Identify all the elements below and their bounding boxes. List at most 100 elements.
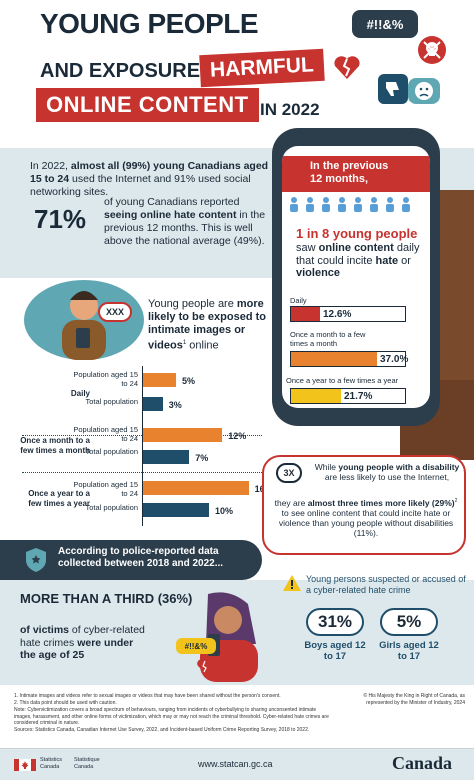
intro-text: In 2022, almost all (99%) young Canadian… [30,160,270,199]
category-label-1: Once a month to a few times a month [20,436,90,455]
series-label-0-1: Population aged 15 to 24 [73,425,138,443]
statcan-fr: Statistique Canada [74,757,100,770]
chart-value-youth-monthly: 12% [228,431,247,441]
phone-bar-value-2: 21.7% [344,391,373,402]
stat-text-bold: seeing online hate content [104,209,237,221]
category-label-0: Daily [70,389,90,398]
series-label-0-2: Population aged 15 to 24 [73,480,138,498]
broken-heart-icon [332,54,362,80]
third-text-pre: of victims [20,624,70,636]
chart-axis [142,366,143,526]
phone-sub-or: or [398,254,411,267]
phone-banner: In the previous 12 months, [282,156,430,192]
disability-text1-pre: While [314,462,339,472]
title-line2: AND EXPOSURE TO [40,60,233,82]
chart-value-total-daily: 3% [168,400,182,410]
xxx-badge: XXX [98,302,132,322]
phone-bar-fill-2 [291,389,341,403]
girls-pct: 5% [380,608,438,636]
thumbs-down-icon [378,74,408,104]
phone-bar-label-2: Once a year to a few times a year [286,376,399,385]
third-text-bold: were under the age of 25 [20,636,134,662]
title-line1: YOUNG PEOPLE [40,8,259,39]
exposure-text-post: online [186,339,219,352]
phone-sub-bold2: hate [375,254,399,267]
chart-bar-youth-monthly [143,428,223,442]
third-title: MORE THAN A THIRD (36%) [20,591,193,606]
phone-bar-fill-1 [291,352,377,366]
third-text: of victims of cyber-related hate crimes … [20,624,150,662]
disability-text1: While young people with a disability are… [312,462,462,482]
people-icons [288,196,424,212]
chart-value-total-yearly: 10% [215,506,234,516]
stat-71: 71% [34,204,87,234]
disability-text2-sup: 2 [454,498,458,504]
footnote-2: 2. This data point should be used with c… [14,700,117,706]
exposure-text-sup: 1 [182,340,187,346]
police-section: MORE THAN A THIRD (36%) of victims of cy… [0,574,474,685]
series-label-1-1: Total population [85,447,138,456]
canada-wordmark: Canada [392,753,453,773]
phone-sub-bold1: online content [318,242,394,254]
phone-sub-pre: saw [296,242,319,254]
phone-bar-2 [290,388,406,404]
series-label-1-0: Total population [85,397,138,406]
phone-bar-0 [290,306,406,322]
girls-label: Girls aged 12 to 17 [379,640,439,662]
phone-bar-label-1: Once a month to a few times a month [290,330,366,348]
third-text-mid: of cyber-related hate crimes [20,624,145,649]
chart-value-youth-daily: 5% [182,376,196,386]
site-url[interactable]: www.statcan.gc.ca [198,759,273,769]
police-banner-text: According to police-reported data collec… [58,546,224,569]
warning-icon [282,574,302,592]
chart-bar-total-monthly [143,450,190,464]
stat-text-post: in the previous 12 months. This is well … [104,209,266,247]
person-illustration [24,280,144,360]
suspects-title: Young persons suspected or accused of a … [306,574,466,595]
phone-bar-value-1: 37.0% [380,354,409,365]
phone-tag-bubble: #!!&% [176,638,216,654]
stat-text-pre: of young Canadians reported [104,196,240,208]
phone-headline: 1 in 8 young people [296,226,418,241]
intro-text-post: used the Internet and 91% used social ne… [30,173,251,198]
disability-text2-post: to see online content that could incite … [278,507,454,538]
skull-icon [418,36,446,64]
broken-heart-small-icon [196,658,214,674]
3x-badge: 3X [276,463,302,483]
chart-bar-total-daily [143,397,163,411]
phone-sub-bold3: violence [296,267,341,279]
exposure-text-pre: Young people are [148,298,237,310]
disability-text2: they are almost three times more likely … [272,496,460,538]
series-label-1-2: Total population [85,503,138,512]
boys-pct: 31% [306,608,364,636]
symbols-text: #!!&% [366,16,404,32]
disability-text1-bold: young people with a disability [338,462,460,472]
disability-text1-post: are less likely to use the Internet, [324,472,450,482]
phone-screen: In the previous 12 months, 1 in 8 young … [282,146,430,408]
phone-sub: saw online content daily that could inci… [296,242,420,280]
canada-flag-icon [14,758,36,771]
chart-bar-youth-yearly [143,481,249,495]
statcan-en: Statistics Canada [40,757,63,770]
stat-71-text: of young Canadians reported seeing onlin… [104,196,266,248]
series-label-0-0: Population aged 15 to 24 [73,370,138,388]
phone-bar-label-0: Daily [290,296,307,305]
chart-value-total-monthly: 7% [195,453,209,463]
distressed-person-illustration [178,590,270,682]
phone-sub-mid: daily that could incite [296,242,420,267]
chart-bar-youth-daily [143,373,176,387]
footer: Statistics Canada Statistique Canada www… [0,748,474,780]
phone-bar-1 [290,351,406,367]
exposure-text-bold: more likely to be exposed to intimate im… [148,298,266,352]
footnote-note: Note: Cybervictimization covers a broad … [14,707,329,726]
symbols-bubble: #!!&% [352,10,418,38]
phone-bar-fill-0 [291,307,320,321]
header: YOUNG PEOPLE AND EXPOSURE TO HARMFUL ONL… [0,0,474,148]
category-label-2: Once a year to a few times a year [28,489,90,508]
intro-text-pre: In 2022, [30,160,71,172]
boys-label: Boys aged 12 to 17 [304,640,366,662]
police-badge-icon [22,546,50,574]
copyright: © His Majesty the King in Right of Canad… [363,693,465,706]
police-banner: According to police-reported data collec… [0,540,262,580]
disability-text2-bold: almost three times more likely (29%) [307,497,455,508]
